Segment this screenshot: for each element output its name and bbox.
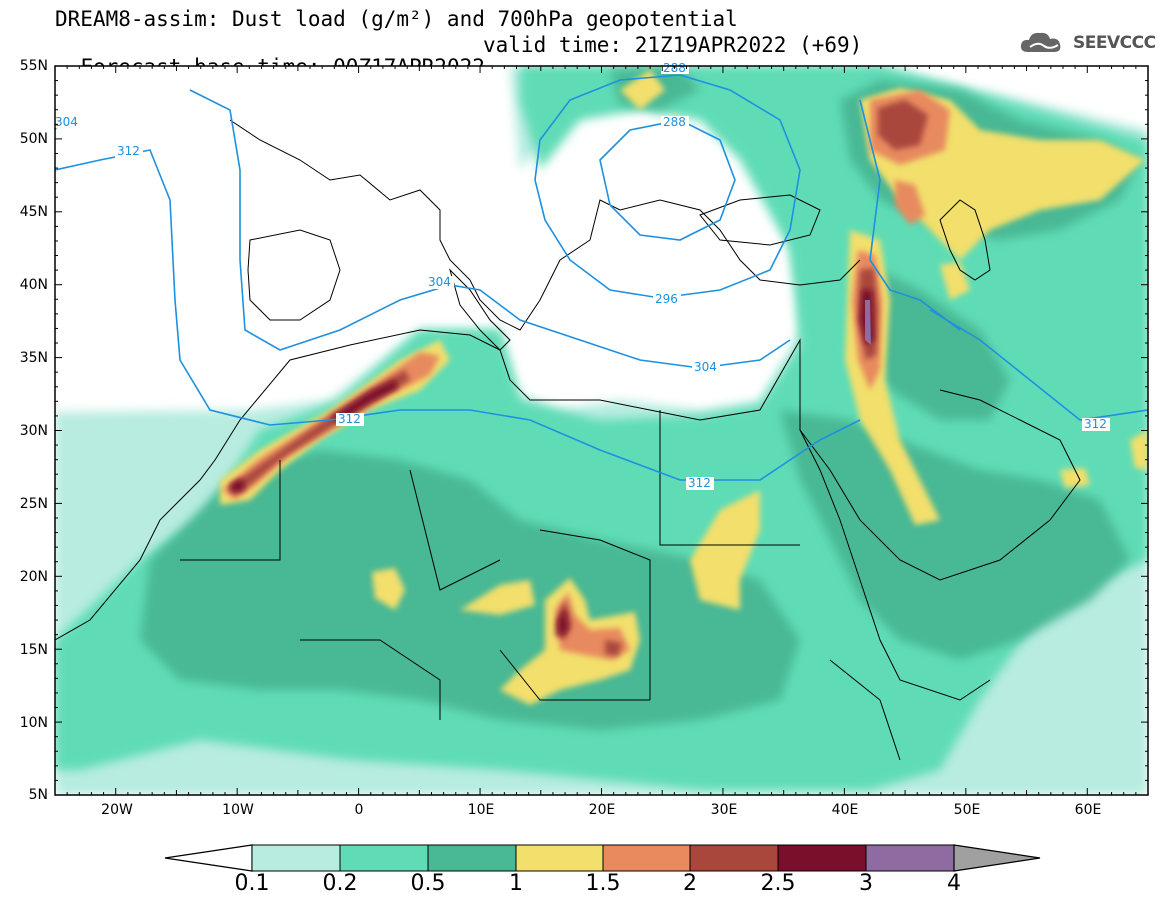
colorbar-label-0.1: 0.1 xyxy=(234,871,270,896)
colorbar-label-0.2: 0.2 xyxy=(322,871,358,896)
colorbar-label-3: 3 xyxy=(859,871,873,896)
lon-label-30e: 30E xyxy=(710,802,738,818)
contour-label-312b: 312 xyxy=(338,412,361,426)
logo-text: SEEVCCC xyxy=(1073,33,1156,53)
lon-label-10e: 10E xyxy=(467,802,495,818)
colorbar-bin-0.1 xyxy=(251,844,341,872)
colorbar-bin-3 xyxy=(865,844,955,872)
black-sea-coast xyxy=(699,194,821,246)
contour-label-312d: 312 xyxy=(1084,417,1107,431)
colorbar-label-0.5: 0.5 xyxy=(410,871,446,896)
europe-coast xyxy=(229,119,861,331)
lon-label-50e: 50E xyxy=(953,802,981,818)
colorbar-bin-0.2 xyxy=(339,844,429,872)
country-borders xyxy=(180,410,901,761)
lat-label-25n: 25N xyxy=(19,496,48,512)
italy-coast xyxy=(448,268,511,351)
contour-label-304c: 304 xyxy=(55,115,78,129)
lat-label-50n: 50N xyxy=(19,131,48,147)
colorbar-low-arrow xyxy=(164,844,253,872)
contour-label-312a: 312 xyxy=(117,144,140,158)
lon-label-0: 0 xyxy=(354,802,364,818)
iberia-coast xyxy=(247,229,341,321)
arabia-coast xyxy=(799,389,1081,581)
africa-coast xyxy=(55,329,991,701)
lat-label-10n: 10N xyxy=(19,715,48,731)
contour-label-312c: 312 xyxy=(688,476,711,490)
lat-label-15n: 15N xyxy=(19,642,48,658)
lon-label-10w: 10W xyxy=(222,802,254,818)
contour-label-304a: 304 xyxy=(428,275,451,289)
colorbar-label-4: 4 xyxy=(947,871,961,896)
lat-label-35n: 35N xyxy=(19,350,48,366)
colorbar-bin-2.5 xyxy=(777,844,867,872)
colorbar xyxy=(164,844,1041,872)
lat-label-30n: 30N xyxy=(19,423,48,439)
colorbar-label-2: 2 xyxy=(683,871,697,896)
colorbar-bin-1 xyxy=(515,844,604,872)
colorbar-bin-0.5 xyxy=(427,844,517,872)
seevccc-logo: SEEVCCC xyxy=(1018,28,1156,58)
colorbar-label-1.5: 1.5 xyxy=(585,871,621,896)
lat-label-20n: 20N xyxy=(19,569,48,585)
colorbar-bin-1.5 xyxy=(602,844,691,872)
contour-labels: 288 288 296 304 304 304 312 312 312 312 xyxy=(55,61,1110,490)
coastlines xyxy=(55,119,1081,761)
contour-label-304b: 304 xyxy=(694,360,717,374)
contour-label-288: 288 xyxy=(663,115,686,129)
colorbar-label-1: 1 xyxy=(509,871,523,896)
axis-ticks xyxy=(54,65,1149,796)
dust-fields xyxy=(55,66,1148,795)
contour-296 xyxy=(534,74,801,299)
colorbar-label-2.5: 2.5 xyxy=(760,871,796,896)
lat-label-55n: 55N xyxy=(19,58,48,74)
lon-label-20w: 20W xyxy=(101,802,133,818)
lat-label-5n: 5N xyxy=(28,787,48,803)
valid-time: valid time: 21Z19APR2022 (+69) xyxy=(483,33,863,57)
lat-label-40n: 40N xyxy=(19,277,48,293)
chart-title-line-1: DREAM8-assim: Dust load (g/m²) and 700hP… xyxy=(55,7,738,31)
lon-label-40e: 40E xyxy=(831,802,859,818)
dust-band-3 xyxy=(865,300,871,345)
caspian-coast xyxy=(939,199,991,281)
contour-288 xyxy=(599,119,736,241)
contour-312-east xyxy=(929,309,1148,421)
contour-label-296: 296 xyxy=(655,292,678,306)
colorbar-bin-2 xyxy=(689,844,779,872)
cloud-icon xyxy=(1020,32,1061,52)
lat-label-45n: 45N xyxy=(19,204,48,220)
lon-label-20e: 20E xyxy=(588,802,616,818)
lon-label-60e: 60E xyxy=(1074,802,1102,818)
contour-304-east xyxy=(859,99,961,331)
colorbar-high-arrow xyxy=(953,844,1041,872)
